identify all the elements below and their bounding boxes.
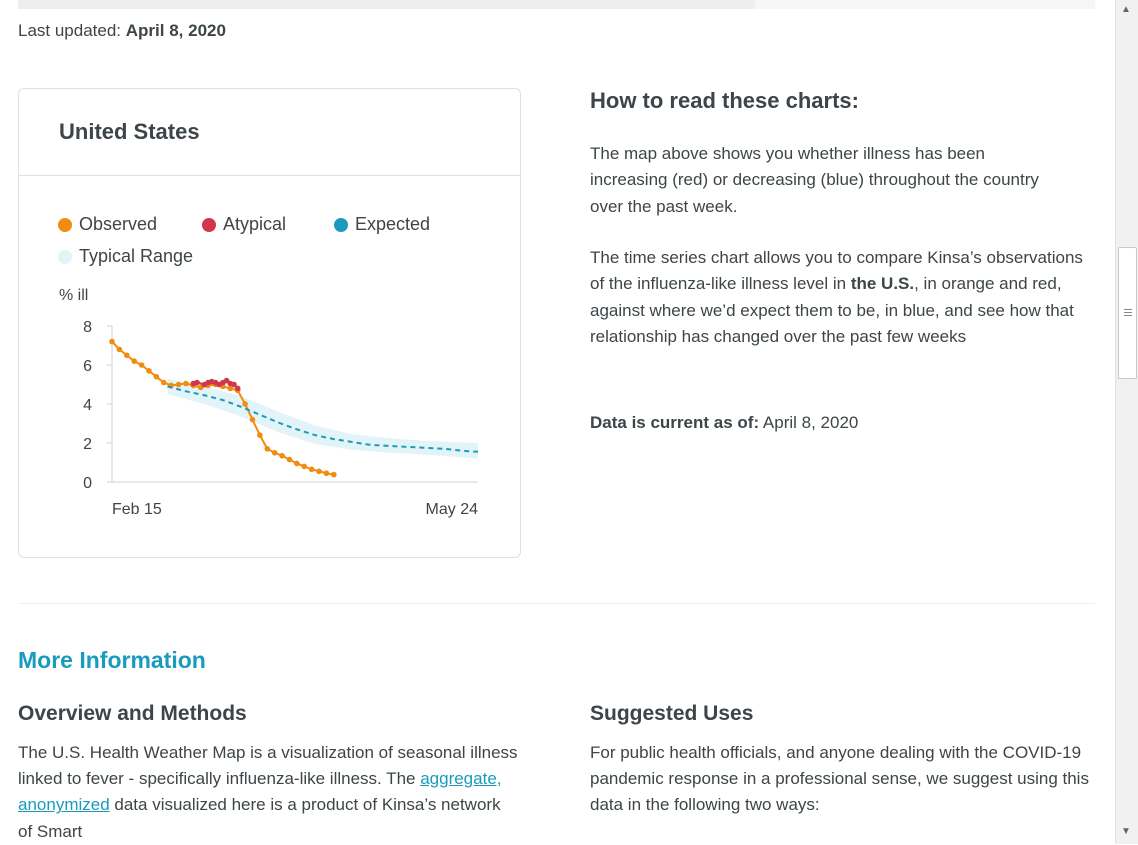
aggregate-anonymized-link[interactable]: aggregate, anonymized xyxy=(18,769,502,815)
data-point-observed xyxy=(153,373,160,380)
data-point-observed xyxy=(249,416,256,423)
data-point-observed xyxy=(323,470,330,477)
data-point-observed xyxy=(286,456,293,463)
time-series-chart: % ill 0 2 4 6 8 Feb 15 May 24 xyxy=(59,287,479,518)
how-to-paragraph-chart: The time series chart allows you to comp… xyxy=(590,245,1095,350)
typical-range-band xyxy=(167,378,479,459)
expected-dot-icon xyxy=(334,217,348,232)
data-point-observed xyxy=(279,452,285,459)
data-point-observed xyxy=(227,385,234,392)
para2-text-a: The time series chart allows you to comp… xyxy=(590,248,1083,294)
y-axis-label: % ill xyxy=(59,287,88,304)
data-point-observed xyxy=(316,468,322,475)
y-tick-label: 8 xyxy=(83,319,92,336)
data-current-label: Data is current as of: xyxy=(590,413,760,432)
how-to-paragraph-map: The map above shows you whether illness … xyxy=(590,144,1039,216)
scroll-up-arrow-icon[interactable]: ▲ xyxy=(1121,4,1131,15)
last-updated: Last updated: April 8, 2020 xyxy=(18,21,226,41)
data-point-observed xyxy=(160,379,167,386)
data-point-observed xyxy=(123,352,130,359)
overview-text-a: The U.S. Health Weather Map is a visuali… xyxy=(18,743,518,789)
data-point-observed xyxy=(271,449,278,456)
y-tick-label: 6 xyxy=(83,358,92,375)
y-tick-label: 4 xyxy=(83,397,92,414)
typical-range-dot-icon xyxy=(58,249,72,264)
legend-atypical-label: Atypical xyxy=(223,214,287,234)
header-image-strip xyxy=(18,0,1095,9)
y-tick-label: 2 xyxy=(83,436,92,453)
suggested-uses-body: For public health officials, and anyone … xyxy=(590,743,1089,815)
x-tick-label: Feb 15 xyxy=(112,501,162,518)
data-point-observed xyxy=(146,368,152,374)
legend-typical-range[interactable]: Typical Range xyxy=(58,246,193,267)
legend-expected[interactable]: Expected xyxy=(334,214,430,235)
data-point-atypical xyxy=(234,385,241,392)
atypical-dot-icon xyxy=(202,217,216,232)
data-point-observed xyxy=(331,471,337,478)
data-point-observed xyxy=(308,466,315,473)
para2-text-c: , in orange and red, against where we’d … xyxy=(590,274,1074,346)
vertical-scrollbar[interactable]: ▲ ▼ xyxy=(1115,0,1138,844)
para2-region: the U.S. xyxy=(850,274,915,294)
data-point-atypical xyxy=(194,379,200,386)
data-point-observed xyxy=(116,346,123,353)
legend-observed-label: Observed xyxy=(79,214,158,234)
card-title: United States xyxy=(59,119,200,144)
overview-text-b: data visualized here is a product of Kin… xyxy=(18,795,501,841)
more-information-heading: More Information xyxy=(18,647,206,673)
legend-observed[interactable]: Observed xyxy=(58,214,157,235)
overview-methods-heading: Overview and Methods xyxy=(18,702,247,725)
y-tick-label: 0 xyxy=(83,475,92,492)
how-to-title: How to read these charts: xyxy=(590,88,859,113)
legend-atypical[interactable]: Atypical xyxy=(202,214,286,235)
series-line-expected xyxy=(167,385,479,453)
scroll-down-arrow-icon[interactable]: ▼ xyxy=(1121,826,1131,837)
card-divider xyxy=(19,175,520,176)
data-point-observed xyxy=(183,380,189,387)
data-point-observed xyxy=(242,401,248,407)
chart-card: United States Observed Atypical Expected… xyxy=(18,88,521,558)
legend-expected-label: Expected xyxy=(355,214,431,234)
data-point-observed xyxy=(109,338,115,345)
overview-body: The U.S. Health Weather Map is a visuali… xyxy=(18,740,518,845)
data-point-observed xyxy=(175,381,182,388)
data-point-observed xyxy=(257,432,263,438)
legend-typical-range-label: Typical Range xyxy=(79,246,194,266)
data-current-line: Data is current as of: April 8, 2020 xyxy=(590,410,858,436)
observed-dot-icon xyxy=(58,217,72,232)
last-updated-label: Last updated: xyxy=(18,21,122,40)
data-point-observed xyxy=(294,460,300,467)
scroll-thumb[interactable] xyxy=(1118,247,1137,379)
suggested-uses-heading: Suggested Uses xyxy=(590,702,754,725)
data-point-observed xyxy=(264,446,271,452)
data-point-atypical xyxy=(231,381,237,388)
data-point-observed xyxy=(138,362,145,368)
data-point-observed xyxy=(131,358,137,364)
data-current-date: April 8, 2020 xyxy=(762,413,859,432)
x-tick-label: May 24 xyxy=(426,501,479,518)
data-point-observed xyxy=(301,463,308,470)
section-divider xyxy=(18,603,1095,604)
last-updated-date: April 8, 2020 xyxy=(125,21,226,40)
